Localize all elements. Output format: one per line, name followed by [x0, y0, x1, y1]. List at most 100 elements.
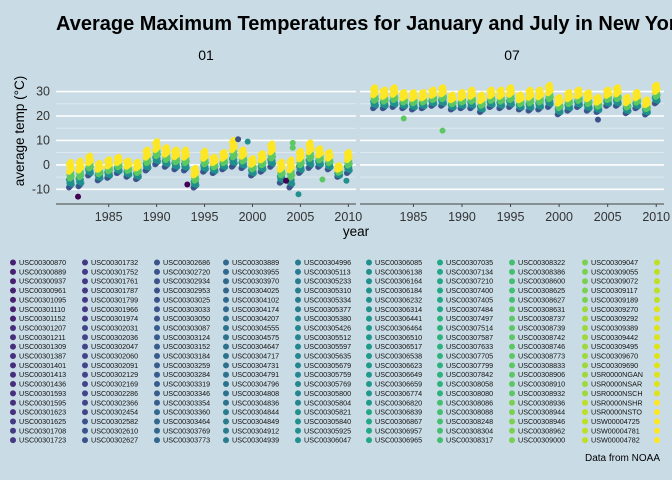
legend-key [154, 259, 160, 266]
data-point [401, 88, 408, 95]
legend-key [82, 362, 88, 369]
legend-key [582, 343, 588, 350]
legend-label: USC00307842 [446, 370, 493, 379]
legend-label: USC00300961 [19, 286, 66, 295]
legend-label: USC00304939 [232, 436, 279, 445]
data-points [370, 81, 661, 134]
legend-key [295, 287, 301, 294]
legend-key [82, 268, 88, 275]
legend-label: USC00307587 [446, 333, 493, 342]
legend-key [582, 427, 588, 434]
legend-label: USC00306820 [375, 398, 422, 407]
legend-key [10, 418, 16, 425]
data-point [221, 148, 228, 155]
legend-key [509, 381, 515, 388]
legend-key [366, 390, 372, 397]
legend-label: USC00302582 [91, 417, 138, 426]
legend-key [654, 437, 660, 444]
legend-key [582, 278, 588, 285]
legend-key [82, 315, 88, 322]
legend-label: USC00301799 [91, 295, 138, 304]
data-point [249, 154, 256, 161]
legend-label: USC00305821 [304, 408, 351, 417]
legend-label: USC00302036 [91, 333, 138, 342]
legend-label: USC00303955 [232, 267, 279, 276]
legend-key [154, 381, 160, 388]
data-point [410, 88, 417, 95]
legend-label: USC00308773 [518, 352, 565, 361]
data-point [381, 86, 388, 93]
data-points [65, 136, 353, 200]
data-point [459, 88, 466, 95]
legend-label: USC00302934 [163, 277, 210, 286]
legend-label: USC00302720 [163, 267, 210, 276]
legend-label: USC00306085 [375, 258, 422, 267]
legend-label: USC00305380 [304, 314, 351, 323]
legend-key [437, 343, 443, 350]
legend-label: USC00309442 [591, 333, 638, 342]
legend-label: USC00307705 [446, 352, 493, 361]
legend-label: USC00307484 [446, 305, 493, 314]
legend-key [295, 296, 301, 303]
legend-label: USC00305769 [304, 380, 351, 389]
legend-key [582, 381, 588, 388]
legend-label: USC00308944 [518, 408, 565, 417]
legend-key [10, 343, 16, 350]
legend-key [10, 381, 16, 388]
legend-label: USC00307210 [446, 277, 493, 286]
data-point [307, 139, 314, 146]
data-point [634, 88, 641, 95]
legend-key [10, 399, 16, 406]
legend-key [295, 324, 301, 331]
legend-label: USC00301152 [19, 314, 66, 323]
legend-key [10, 362, 16, 369]
data-point [566, 88, 573, 95]
legend-label: USC00302286 [91, 389, 138, 398]
legend-label: USC00304836 [232, 398, 279, 407]
data-point [345, 148, 352, 155]
x-tick-label: 2000 [545, 210, 573, 224]
legend-key [654, 427, 660, 434]
legend-label: USC00309389 [591, 323, 638, 332]
data-point [391, 84, 398, 91]
legend-label: USC00302169 [91, 380, 138, 389]
legend-key [154, 390, 160, 397]
legend-label: USC00306839 [375, 408, 422, 417]
legend: USC00300870USC00300889USC00300937USC0030… [10, 258, 660, 445]
legend-label: USC00305759 [304, 370, 351, 379]
legend-label: USC00303889 [232, 258, 279, 267]
y-tick-label: 30 [36, 85, 50, 99]
data-point [537, 86, 544, 93]
legend-key [366, 371, 372, 378]
legend-key [223, 437, 229, 444]
legend-key [437, 399, 443, 406]
legend-key [82, 409, 88, 416]
legend-label: USC00302060 [91, 352, 138, 361]
legend-label: USC00306164 [375, 277, 422, 286]
legend-key [223, 315, 229, 322]
data-point-outlier [295, 191, 302, 198]
data-point [585, 88, 592, 95]
legend-key [82, 381, 88, 388]
legend-key [295, 259, 301, 266]
legend-key [295, 268, 301, 275]
legend-label: USC00304102 [232, 295, 279, 304]
legend-label: USC00308833 [518, 361, 565, 370]
data-point [440, 84, 447, 91]
legend-label: USC00306232 [375, 295, 422, 304]
legend-label: USC00303050 [163, 314, 210, 323]
data-point [173, 146, 180, 153]
legend-key [295, 343, 301, 350]
legend-key [366, 427, 372, 434]
legend-label: USC00306464 [375, 323, 422, 332]
legend-label: USC00301110 [19, 305, 65, 314]
data-point [106, 156, 113, 163]
legend-key [509, 278, 515, 285]
legend-key [223, 259, 229, 266]
legend-key [582, 399, 588, 406]
legend-label: USC00301401 [19, 361, 66, 370]
legend-label: USC00309670 [591, 352, 638, 361]
legend-key [509, 343, 515, 350]
legend-label: USC00308086 [446, 398, 493, 407]
legend-label: USC00303152 [163, 342, 210, 351]
